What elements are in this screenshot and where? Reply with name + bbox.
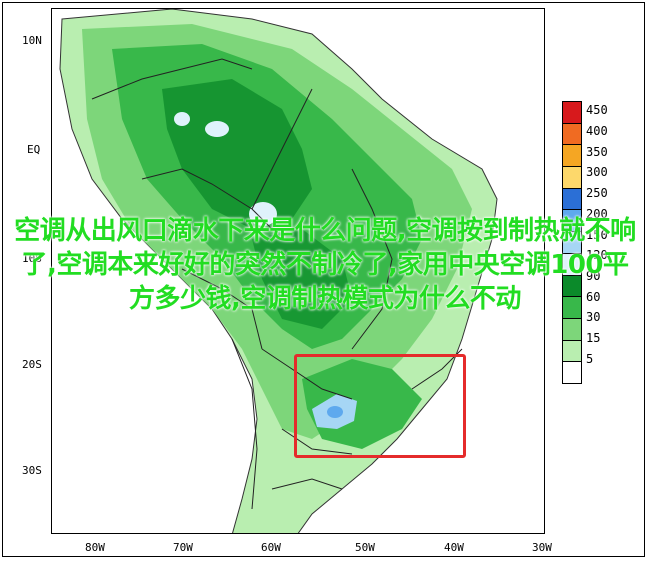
legend-label: 400 bbox=[586, 124, 608, 139]
legend-swatch bbox=[562, 187, 582, 210]
legend-label: 120 bbox=[586, 248, 608, 263]
precip-high-core bbox=[327, 406, 343, 418]
precip-high-spot-1 bbox=[249, 202, 277, 226]
legend-label: 200 bbox=[586, 206, 608, 221]
legend-swatch bbox=[562, 231, 582, 253]
lat-label-10n: 10N bbox=[22, 34, 42, 47]
legend-swatch bbox=[562, 122, 582, 145]
lon-label-40w: 40W bbox=[444, 541, 464, 554]
legend-swatch bbox=[562, 339, 582, 362]
legend-swatch bbox=[562, 144, 582, 167]
precip-zone-90 bbox=[162, 79, 312, 229]
legend-swatch bbox=[562, 317, 582, 340]
country-borders bbox=[91, 58, 463, 510]
precip-high-spot-2 bbox=[174, 112, 190, 126]
legend-label: 450 bbox=[586, 103, 608, 118]
legend-label: 5 bbox=[586, 351, 594, 366]
lon-label-50w: 50W bbox=[355, 541, 375, 554]
lon-label-30w: 30W bbox=[532, 541, 552, 554]
color-legend bbox=[562, 101, 582, 384]
legend-label: 350 bbox=[586, 144, 608, 159]
lat-label-10s: 10S bbox=[22, 252, 42, 265]
legend-swatch bbox=[562, 209, 582, 232]
legend-label: 15 bbox=[586, 331, 601, 346]
legend-swatch bbox=[562, 296, 582, 318]
legend-label: 150 bbox=[586, 227, 608, 242]
legend-swatch bbox=[562, 252, 582, 275]
legend-swatch bbox=[562, 166, 582, 188]
legend-label: 60 bbox=[586, 289, 601, 304]
precip-zone-90-b bbox=[252, 229, 352, 329]
highlight-rectangle bbox=[294, 354, 466, 458]
precip-high-spot-3 bbox=[205, 121, 229, 137]
overlay-text: 空调从出风口滴水下来是什么问题,空调按到制热就不响了,空调本来好好的突然不制冷了… bbox=[14, 216, 636, 314]
legend-swatch bbox=[562, 361, 582, 384]
lon-label-80w: 80W bbox=[85, 541, 105, 554]
precipitation-map bbox=[52, 9, 544, 533]
legend-label: 30 bbox=[586, 310, 601, 325]
legend-label: 90 bbox=[586, 268, 601, 283]
lat-label-30s: 30S bbox=[22, 464, 42, 477]
lat-label-eq: EQ bbox=[27, 143, 41, 156]
lon-label-70w: 70W bbox=[173, 541, 193, 554]
legend-swatch bbox=[562, 274, 582, 297]
map-plot-area bbox=[51, 8, 545, 534]
legend-label: 250 bbox=[586, 186, 608, 201]
lon-label-60w: 60W bbox=[261, 541, 281, 554]
legend-label: 300 bbox=[586, 165, 608, 180]
lat-label-20s: 20S bbox=[22, 358, 42, 371]
legend-swatch bbox=[562, 101, 582, 123]
